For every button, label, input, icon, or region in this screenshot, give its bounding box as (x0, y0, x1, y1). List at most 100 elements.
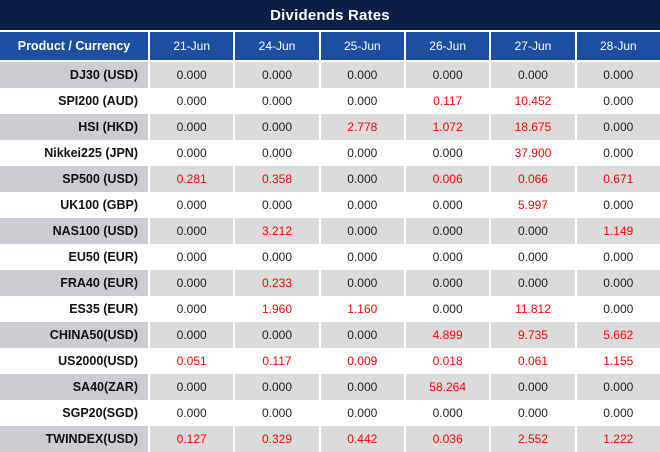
dividend-value-cell: 0.000 (233, 192, 319, 218)
dividend-value-cell: 0.000 (574, 62, 660, 88)
dividend-value-cell: 0.000 (233, 88, 319, 114)
dividend-value-cell: 3.212 (233, 218, 319, 244)
table-row: FRA40 (EUR) 0.000 0.233 0.000 0.000 0.000 0.00… (0, 270, 660, 296)
table-row: SPI200 (AUD) 0.000 0.000 0.000 0.117 10.452 0.… (0, 88, 660, 114)
table-row: CHINA50(USD) 0.000 0.000 0.000 4.899 9.735 5.6… (0, 322, 660, 348)
dividend-value-cell: 0.000 (489, 270, 575, 296)
dividend-value-cell: 0.000 (318, 62, 404, 88)
dividend-value-cell: 0.127 (148, 426, 234, 452)
dividend-value-cell: 0.329 (233, 426, 319, 452)
product-label: HSI (HKD) (0, 114, 148, 140)
product-label: ES35 (EUR) (0, 296, 148, 322)
dividend-value-cell: 0.018 (403, 348, 490, 374)
dividend-value-cell: 0.066 (489, 166, 575, 192)
table-row: NAS100 (USD) 0.000 3.212 0.000 0.000 0.000 1.1… (0, 218, 660, 244)
dividend-value-cell: 0.000 (233, 400, 319, 426)
dividend-value-cell: 4.899 (403, 322, 490, 348)
column-header-date-2: 24-Jun (233, 32, 319, 62)
dividend-value-cell: 0.000 (148, 218, 234, 244)
dividend-value-cell: 0.000 (233, 244, 319, 270)
dividend-value-cell: 0.006 (403, 166, 490, 192)
dividend-value-cell: 0.358 (233, 166, 319, 192)
dividend-value-cell: 0.000 (318, 192, 404, 218)
dividend-value-cell: 0.671 (574, 166, 660, 192)
dividend-value-cell: 0.000 (318, 400, 404, 426)
dividend-value-cell: 0.000 (489, 400, 575, 426)
dividend-value-cell: 0.117 (403, 88, 490, 114)
page-title: Dividends Rates (0, 0, 660, 32)
table-row: HSI (HKD) 0.000 0.000 2.778 1.072 18.675 0.000 (0, 114, 660, 140)
dividend-value-cell: 0.000 (148, 296, 234, 322)
dividend-value-cell: 5.662 (574, 322, 660, 348)
table-row: SA40(ZAR) 0.000 0.000 0.000 58.264 0.000 0.000 (0, 374, 660, 400)
dividend-value-cell: 0.000 (574, 270, 660, 296)
product-label: EU50 (EUR) (0, 244, 148, 270)
column-header-date-5: 27-Jun (489, 32, 575, 62)
dividend-value-cell: 0.000 (403, 140, 490, 166)
dividend-value-cell: 37.900 (489, 140, 575, 166)
table-row: UK100 (GBP) 0.000 0.000 0.000 0.000 5.997 0.00… (0, 192, 660, 218)
table-row: EU50 (EUR) 0.000 0.000 0.000 0.000 0.000 0.000 (0, 244, 660, 270)
column-header-product-currency: Product / Currency (0, 32, 148, 62)
dividend-value-cell: 0.000 (148, 270, 234, 296)
dividend-value-cell: 0.000 (489, 218, 575, 244)
dividend-value-cell: 0.000 (233, 374, 319, 400)
dividend-value-cell: 0.000 (148, 62, 234, 88)
dividend-value-cell: 0.000 (148, 114, 234, 140)
dividend-value-cell: 0.009 (318, 348, 404, 374)
dividend-value-cell: 1.149 (574, 218, 660, 244)
dividend-value-cell: 0.000 (148, 88, 234, 114)
dividend-value-cell: 1.960 (233, 296, 319, 322)
dividend-value-cell: 0.000 (233, 62, 319, 88)
dividend-value-cell: 1.222 (574, 426, 660, 452)
dividend-value-cell: 0.000 (489, 244, 575, 270)
dividend-value-cell: 0.000 (574, 374, 660, 400)
dividend-value-cell: 0.117 (233, 348, 319, 374)
product-label: UK100 (GBP) (0, 192, 148, 218)
dividend-value-cell: 0.442 (318, 426, 404, 452)
table-header: Product / Currency 21-Jun 24-Jun 25-Jun … (0, 32, 660, 62)
dividend-value-cell: 0.000 (403, 244, 490, 270)
dividend-value-cell: 0.000 (233, 140, 319, 166)
dividend-value-cell: 0.000 (403, 192, 490, 218)
dividend-value-cell: 0.000 (148, 400, 234, 426)
dividend-value-cell: 0.000 (148, 192, 234, 218)
product-label: SGP20(SGD) (0, 400, 148, 426)
table-row: DJ30 (USD) 0.000 0.000 0.000 0.000 0.000 0.000 (0, 62, 660, 88)
table-row: US2000(USD) 0.051 0.117 0.009 0.018 0.061 1.15… (0, 348, 660, 374)
dividend-value-cell: 0.000 (403, 296, 490, 322)
dividend-value-cell: 0.000 (403, 400, 490, 426)
dividend-value-cell: 0.000 (148, 322, 234, 348)
dividend-value-cell: 0.000 (318, 322, 404, 348)
table-row: TWINDEX(USD) 0.127 0.329 0.442 0.036 2.552 1.2… (0, 426, 660, 452)
column-header-date-6: 28-Jun (574, 32, 660, 62)
dividends-rates-table: Product / Currency 21-Jun 24-Jun 25-Jun … (0, 32, 660, 452)
product-label: US2000(USD) (0, 348, 148, 374)
dividend-value-cell: 0.000 (148, 140, 234, 166)
dividend-value-cell: 9.735 (489, 322, 575, 348)
dividend-value-cell: 1.072 (403, 114, 490, 140)
dividend-value-cell: 0.000 (489, 62, 575, 88)
dividend-value-cell: 0.000 (318, 244, 404, 270)
dividend-value-cell: 0.000 (574, 192, 660, 218)
product-label: SP500 (USD) (0, 166, 148, 192)
table-row: SGP20(SGD) 0.000 0.000 0.000 0.000 0.000 0.000 (0, 400, 660, 426)
dividend-value-cell: 0.000 (318, 270, 404, 296)
dividend-value-cell: 0.000 (318, 374, 404, 400)
dividend-value-cell: 0.000 (574, 140, 660, 166)
table-row: Nikkei225 (JPN) 0.000 0.000 0.000 0.000 37.90… (0, 140, 660, 166)
product-label: SA40(ZAR) (0, 374, 148, 400)
dividend-value-cell: 1.155 (574, 348, 660, 374)
column-header-date-1: 21-Jun (148, 32, 234, 62)
dividend-value-cell: 0.281 (148, 166, 234, 192)
column-header-date-3: 25-Jun (318, 32, 404, 62)
dividend-value-cell: 0.000 (148, 374, 234, 400)
column-header-date-4: 26-Jun (403, 32, 490, 62)
dividend-value-cell: 0.000 (574, 114, 660, 140)
dividend-value-cell: 0.000 (489, 374, 575, 400)
dividend-value-cell: 11.812 (489, 296, 575, 322)
dividend-value-cell: 2.552 (489, 426, 575, 452)
product-label: FRA40 (EUR) (0, 270, 148, 296)
dividend-value-cell: 0.000 (233, 114, 319, 140)
